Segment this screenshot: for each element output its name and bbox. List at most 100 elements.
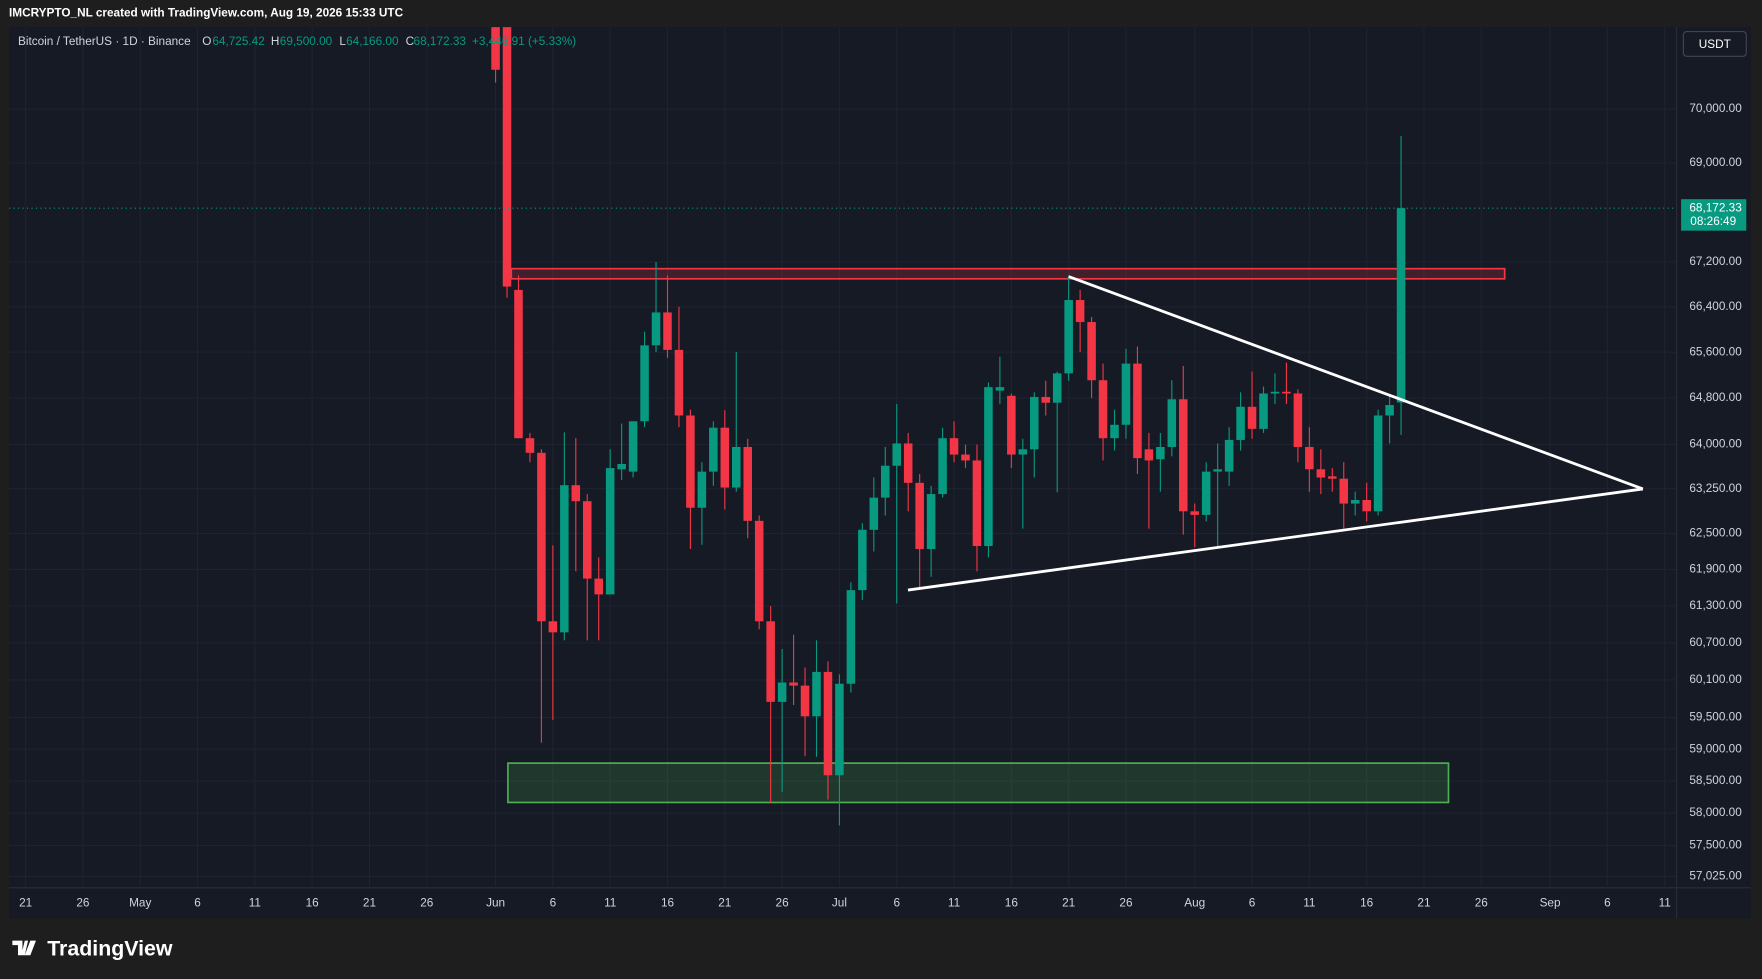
y-tick-label: 64,800.00	[1689, 391, 1742, 404]
currency-button-box[interactable]	[1682, 31, 1747, 57]
legend-key: L	[339, 35, 346, 48]
candle-body	[789, 682, 798, 686]
axes: 70,000.00 69,000.00 67,200.00 66,400.00 65,6…	[19, 102, 1747, 910]
candle-body	[663, 312, 672, 350]
candle-body	[1362, 500, 1371, 512]
candle-body	[743, 446, 752, 521]
y-tick-label: 59,000.00	[1689, 742, 1742, 755]
legend-value: 68,172.33	[414, 35, 467, 48]
x-tick-label: 11	[1303, 897, 1315, 910]
x-tick-label: Sep	[1540, 897, 1561, 910]
y-tick-label: 60,100.00	[1689, 673, 1742, 686]
candle-body	[1030, 396, 1039, 450]
x-tick-label: 6	[1604, 897, 1611, 910]
y-tick-label: 58,500.00	[1689, 774, 1742, 787]
candle-body	[1075, 300, 1085, 323]
candle-body	[1087, 322, 1096, 381]
candle-body	[1213, 469, 1222, 472]
x-tick-label: 11	[948, 897, 960, 910]
y-tick-label: 66,400.00	[1689, 300, 1742, 313]
y-tick-label: 70,000.00	[1689, 102, 1742, 115]
y-tick-label: 67,200.00	[1689, 255, 1742, 268]
y-tick-label: 58,000.00	[1689, 806, 1742, 819]
candle-body	[1270, 391, 1280, 394]
candle-body	[1316, 469, 1326, 478]
x-tick-label: 16	[306, 897, 320, 910]
x-tick-label: Aug	[1184, 897, 1205, 910]
candle-body	[720, 427, 730, 488]
candle-body	[674, 349, 684, 416]
candle-body	[1339, 478, 1349, 504]
support-zone	[507, 762, 1450, 804]
candle-body	[697, 471, 707, 508]
last-price-label: 68,172.33	[1689, 201, 1742, 214]
lower-trendline	[907, 487, 1644, 592]
candle-body	[1259, 393, 1268, 429]
x-tick-label: Jun	[486, 897, 505, 910]
candle-body	[731, 446, 741, 488]
x-tick-label: 11	[1659, 897, 1671, 910]
brand: TradingView	[12, 936, 173, 960]
candle-body	[491, 27, 500, 70]
candle-body	[1156, 446, 1165, 460]
zones	[507, 267, 1506, 804]
candle-body	[949, 438, 959, 455]
x-tick-label: Jul	[832, 897, 847, 910]
candle-body	[594, 578, 603, 595]
legend-key: O	[202, 35, 211, 48]
x-tick-label: 26	[76, 897, 90, 910]
candle-body	[800, 685, 810, 717]
symbol: Bitcoin / TetherUS · 1D · Binance	[18, 35, 191, 48]
y-tick-label: 57,500.00	[1689, 839, 1742, 852]
candle-body	[984, 387, 993, 547]
chart-background	[8, 27, 1751, 919]
x-tick-label: May	[129, 897, 151, 910]
candle-body	[1224, 439, 1234, 472]
resistance-zone	[510, 267, 1506, 280]
candle-body	[525, 438, 535, 453]
symbol-legend: Bitcoin / TetherUS · 1D · Binance O 64,7…	[18, 35, 576, 48]
currency-label[interactable]: USDT	[1699, 38, 1731, 51]
candle-body	[686, 415, 695, 508]
x-tick-label: 21	[19, 897, 32, 910]
x-tick-label: 16	[1360, 897, 1374, 910]
candle-body	[537, 452, 546, 622]
candle-body	[823, 671, 833, 776]
candle-body	[1236, 406, 1245, 440]
y-tick-label: 69,000.00	[1689, 156, 1742, 169]
legend-key: C	[406, 35, 415, 48]
candle-body	[835, 683, 844, 776]
y-tick-label: 59,500.00	[1689, 711, 1742, 724]
x-tick-label: 6	[194, 897, 201, 910]
currency-button[interactable]: USDT	[1682, 31, 1747, 57]
x-tick-label: 21	[718, 897, 731, 910]
candle-body	[858, 529, 867, 591]
candle-body	[628, 421, 638, 472]
candle-body	[1385, 405, 1394, 416]
y-tick-label: 60,700.00	[1689, 636, 1742, 649]
legend-key: H	[271, 35, 280, 48]
x-tick-label: 6	[893, 897, 900, 910]
candle-body	[1007, 395, 1016, 455]
candle-body	[1328, 476, 1337, 479]
brand-logo	[12, 940, 36, 956]
x-tick-label: 26	[1475, 897, 1489, 910]
candle-body	[1098, 380, 1108, 439]
candle-body	[1167, 399, 1177, 447]
legend-value: 69,500.00	[280, 35, 333, 48]
trendlines	[907, 275, 1644, 592]
x-tick-label: 6	[1249, 897, 1256, 910]
candle-body	[1110, 424, 1119, 439]
x-tick-label: 11	[604, 897, 616, 910]
candle-body	[514, 289, 523, 439]
candle-body	[812, 671, 821, 717]
countdown: 08:26:49	[1690, 215, 1736, 228]
x-tick-label: 16	[1005, 897, 1019, 910]
candle-body	[1305, 446, 1314, 470]
candle-body	[777, 682, 787, 702]
candle-body	[846, 590, 856, 684]
last-price-box	[1681, 199, 1747, 231]
candle-body	[1018, 449, 1028, 455]
